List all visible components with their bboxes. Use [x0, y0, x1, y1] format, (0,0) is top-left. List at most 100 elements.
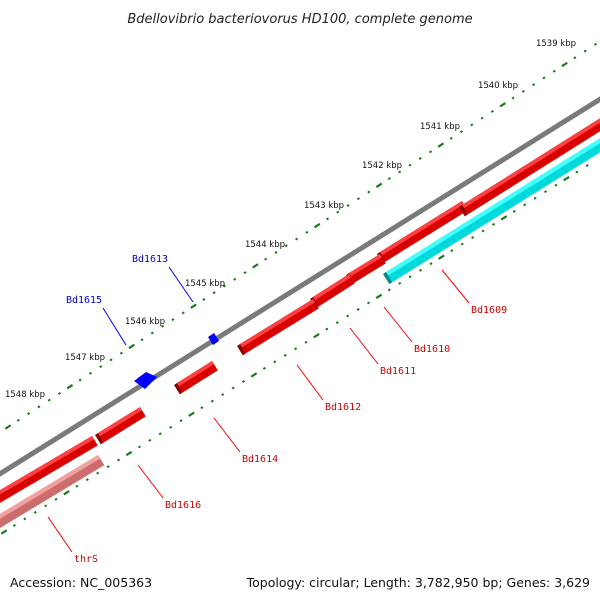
upper-ruler-tick	[243, 271, 247, 275]
lower-ruler-tick	[188, 411, 195, 417]
lower-ruler-tick	[335, 321, 339, 325]
upper-ruler-tick	[490, 109, 494, 113]
gene-label-bd1612[interactable]: Bd1612	[325, 402, 361, 413]
lower-ruler-tick	[346, 314, 350, 318]
upper-ruler-tick	[66, 384, 74, 390]
lower-ruler-tick	[210, 399, 214, 403]
upper-ruler-tick	[375, 182, 383, 188]
ruler-label: 1543 kbp	[304, 201, 344, 211]
ruler-label: 1542 kbp	[362, 161, 402, 171]
leader-bd1616	[137, 464, 164, 499]
upper-ruler-tick	[459, 130, 464, 134]
upper-ruler-tick	[583, 49, 587, 53]
leader-bd1615	[102, 307, 127, 346]
upper-ruler-tick	[418, 156, 422, 160]
ruler-label: 1547 kbp	[65, 353, 105, 363]
gene-label-bd1616[interactable]: Bd1616	[165, 500, 201, 511]
upper-ruler-tick	[190, 303, 197, 309]
upper-ruler-tick	[99, 365, 103, 369]
gene-bd1615-feature	[134, 372, 157, 389]
upper-ruler-tick	[542, 76, 546, 80]
lower-ruler-tick	[231, 386, 235, 390]
upper-ruler-tick	[305, 230, 309, 234]
lower-ruler-tick	[366, 301, 371, 305]
lower-ruler-tick	[241, 379, 246, 383]
gene-label-bd1611[interactable]: Bd1611	[380, 366, 416, 377]
lower-ruler-tick	[512, 209, 516, 213]
lower-ruler-tick	[481, 229, 485, 233]
upper-ruler-tick	[552, 69, 556, 73]
lower-ruler-tick	[23, 517, 27, 521]
upper-ruler-tick	[437, 142, 445, 148]
gene-label-bd1609[interactable]: Bd1609	[471, 305, 507, 316]
lower-ruler-tick	[563, 175, 570, 182]
gene-bd1612-feature	[237, 299, 319, 356]
lower-ruler-tick	[500, 215, 508, 221]
gene-bd1616b-feature	[0, 436, 98, 503]
gene-label-bd1615[interactable]: Bd1615	[66, 295, 102, 306]
leader-thrs	[47, 516, 73, 553]
lower-ruler-tick	[137, 445, 141, 449]
leader-bd1614	[213, 417, 241, 453]
ruler-label: 1540 kbp	[478, 81, 518, 91]
upper-ruler-tick	[181, 311, 185, 315]
upper-ruler-tick	[233, 277, 237, 281]
upper-ruler-tick	[593, 42, 598, 46]
lower-ruler-tick	[0, 529, 8, 535]
lower-ruler-tick	[85, 478, 89, 482]
ruler-label: 1539 kbp	[536, 39, 576, 49]
upper-ruler-tick	[325, 217, 330, 221]
lower-ruler-tick	[44, 504, 48, 508]
upper-ruler-tick	[480, 116, 484, 120]
upper-ruler-tick	[336, 210, 340, 214]
lower-ruler-tick	[460, 242, 464, 246]
upper-ruler-tick	[346, 203, 350, 207]
lower-ruler-tick	[429, 262, 433, 266]
lower-ruler-tick	[398, 281, 402, 285]
gene-bd1616-feature	[95, 407, 146, 445]
lower-ruler-tick	[533, 196, 537, 200]
gene-thrS-feature	[0, 455, 105, 528]
gene-label-bd1613[interactable]: Bd1613	[132, 254, 168, 265]
upper-ruler-tick	[212, 291, 216, 295]
upper-ruler-tick	[171, 318, 175, 322]
lower-ruler-tick	[375, 293, 383, 300]
lower-ruler-tick	[200, 406, 204, 410]
lower-ruler-tick	[250, 372, 258, 378]
upper-ruler-tick	[449, 136, 453, 140]
gene-label-thrs[interactable]: thrS	[74, 554, 98, 565]
leader-bd1611	[349, 327, 379, 365]
gene-label-bd1610[interactable]: Bd1610	[414, 344, 450, 355]
upper-ruler-tick	[387, 177, 391, 181]
gene-features	[0, 118, 600, 528]
upper-ruler-tick	[356, 197, 360, 201]
ruler-label: 1548 kbp	[5, 390, 45, 400]
leader-bd1610	[383, 306, 413, 343]
lower-ruler-tick	[450, 249, 454, 253]
upper-ruler-tick	[408, 163, 412, 167]
upper-ruler-tick	[128, 343, 135, 350]
lower-ruler-tick	[12, 523, 16, 527]
lower-ruler-tick	[471, 236, 475, 239]
ruler-label: 1545 kbp	[185, 279, 225, 289]
upper-ruler-tick	[202, 297, 206, 301]
upper-ruler-tick	[499, 102, 506, 108]
upper-ruler-tick	[27, 412, 31, 416]
upper-ruler-tick	[88, 371, 93, 375]
ruler-label: 1546 kbp	[125, 317, 165, 327]
upper-ruler-tick	[16, 418, 20, 422]
leader-bd1609	[441, 269, 470, 304]
upper-ruler-tick	[37, 405, 41, 409]
lower-ruler-tick	[523, 203, 527, 207]
upper-ruler-tick	[573, 56, 577, 60]
upper-ruler-tick	[109, 358, 113, 362]
gene-label-bd1614[interactable]: Bd1614	[242, 454, 278, 465]
lower-ruler-tick	[419, 268, 423, 272]
upper-ruler-tick	[57, 391, 62, 395]
upper-ruler-tick	[295, 237, 299, 241]
lower-ruler-tick	[294, 347, 298, 351]
lower-ruler-tick	[575, 170, 579, 174]
ruler-ticks	[0, 42, 598, 535]
upper-ruler-tick	[398, 170, 402, 174]
